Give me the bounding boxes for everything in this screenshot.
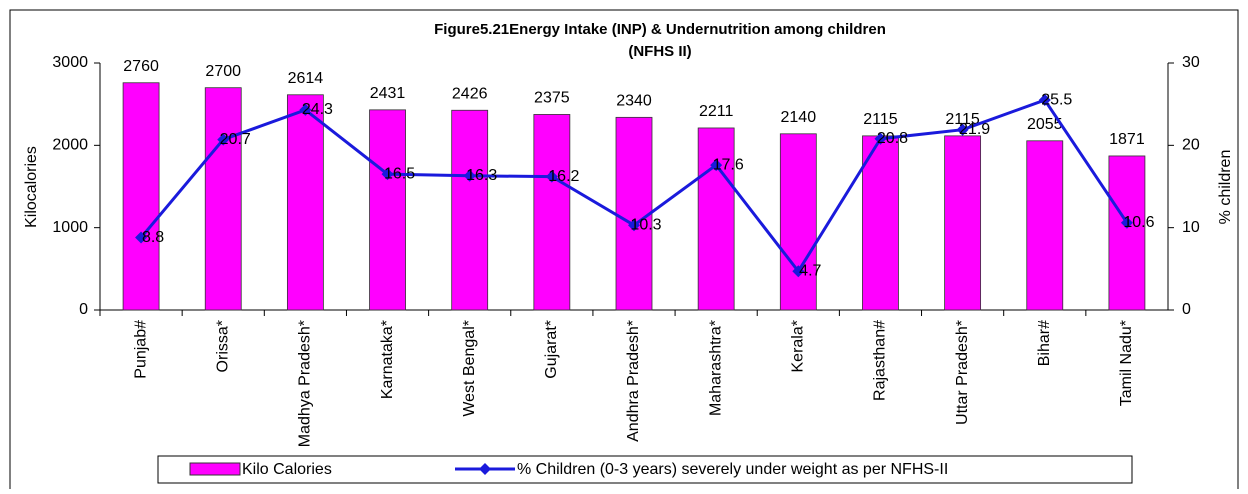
line-marker: [628, 219, 640, 232]
bar: [451, 109, 489, 311]
x-tick-label: Kerala*: [790, 320, 807, 372]
bar: [533, 114, 571, 311]
x-tick-label: Tamil Nadu*: [1118, 320, 1135, 406]
line-marker: [710, 159, 723, 172]
bar: [615, 116, 653, 311]
x-tick-label: Maharashtra*: [707, 320, 724, 416]
line-value-label: 10.3: [630, 216, 661, 233]
bar-value-label: 2614: [288, 70, 324, 87]
line-marker: [217, 133, 230, 146]
chart-subtitle: (NFHS II): [628, 43, 691, 60]
line-value-label: 10.6: [1123, 214, 1154, 231]
y-tick-label: 3000: [52, 54, 88, 71]
bar-value-label: 2700: [205, 63, 241, 80]
bar-value-label: 2760: [123, 58, 159, 75]
line-value-label: 17.6: [713, 156, 744, 173]
bar: [1026, 140, 1064, 311]
line-marker: [874, 132, 887, 145]
y2-tick-label: 30: [1182, 54, 1200, 71]
x-tick-label: Karnataka*: [379, 320, 396, 399]
x-tick-label: Bihar#: [1036, 320, 1053, 366]
bar-value-label: 2115: [945, 111, 980, 128]
line-marker: [299, 103, 312, 116]
line-value-label: 16.5: [384, 165, 415, 182]
chart-title: Figure5.21Energy Intake (INP) & Undernut…: [434, 21, 886, 38]
bar-value-label: 2426: [452, 85, 488, 102]
bar-value-label: 2375: [534, 90, 570, 107]
legend-box: [157, 455, 1133, 484]
x-tick-label: Gujarat*: [543, 320, 560, 379]
bar: [122, 82, 160, 311]
line-value-label: 16.2: [548, 168, 579, 185]
line-value-label: 20.8: [877, 130, 908, 147]
bar: [944, 135, 982, 311]
line-marker: [956, 123, 969, 136]
line-value-label: 21.9: [959, 121, 990, 138]
y2-tick-label: 0: [1182, 301, 1191, 318]
x-tick-label: Punjab#: [132, 320, 149, 379]
bar-value-label: 2211: [699, 103, 734, 120]
line-marker: [545, 170, 558, 183]
line-value-label: 20.7: [220, 131, 251, 148]
y2-axis-label: % children: [1217, 150, 1234, 225]
bar-value-label: 2115: [863, 111, 898, 128]
legend-label: Kilo Calories: [242, 461, 332, 478]
y-tick-label: 0: [79, 301, 88, 318]
legend-label: % Children (0-3 years) severely under we…: [517, 461, 948, 478]
y-tick-label: 1000: [52, 219, 88, 236]
line-value-label: 16.3: [466, 167, 497, 184]
bar-value-label: 2055: [1027, 116, 1063, 133]
y2-tick-label: 20: [1182, 137, 1200, 154]
line-value-label: 24.3: [302, 101, 333, 118]
bar-value-label: 2340: [616, 93, 652, 110]
x-tick-label: Rajasthan#: [872, 320, 889, 401]
line-marker: [463, 169, 476, 182]
line-marker: [792, 265, 805, 278]
legend-swatch: [189, 462, 241, 476]
line-marker: [1120, 216, 1133, 229]
x-tick-label: Orissa*: [214, 320, 231, 372]
bar-value-label: 2431: [370, 85, 406, 102]
y-axis-label: Kilocalories: [23, 146, 40, 228]
bar: [862, 135, 899, 311]
y2-tick-label: 10: [1182, 219, 1200, 236]
line-marker: [1038, 94, 1051, 107]
bar: [697, 127, 735, 311]
chart-border: [9, 9, 1239, 494]
x-tick-label: Andhra Pradesh*: [625, 320, 642, 442]
bar-value-label: 2140: [781, 109, 817, 126]
x-tick-label: Uttar Pradesh*: [954, 320, 971, 425]
bar: [1108, 155, 1146, 311]
line-value-label: 25.5: [1041, 91, 1072, 108]
bar: [369, 109, 406, 311]
bar: [204, 87, 242, 311]
bar: [779, 133, 817, 311]
x-tick-label: West Bengal*: [461, 320, 478, 417]
line-marker: [381, 168, 394, 181]
legend-marker: [479, 463, 491, 475]
line-value-label: 4.7: [799, 263, 821, 280]
line-value-label: 8.8: [142, 229, 164, 246]
bar: [286, 94, 324, 311]
bar-value-label: 1871: [1109, 131, 1145, 148]
line-marker: [135, 231, 148, 244]
y-tick-label: 2000: [52, 137, 88, 154]
x-tick-label: Madhya Pradesh*: [297, 320, 314, 447]
